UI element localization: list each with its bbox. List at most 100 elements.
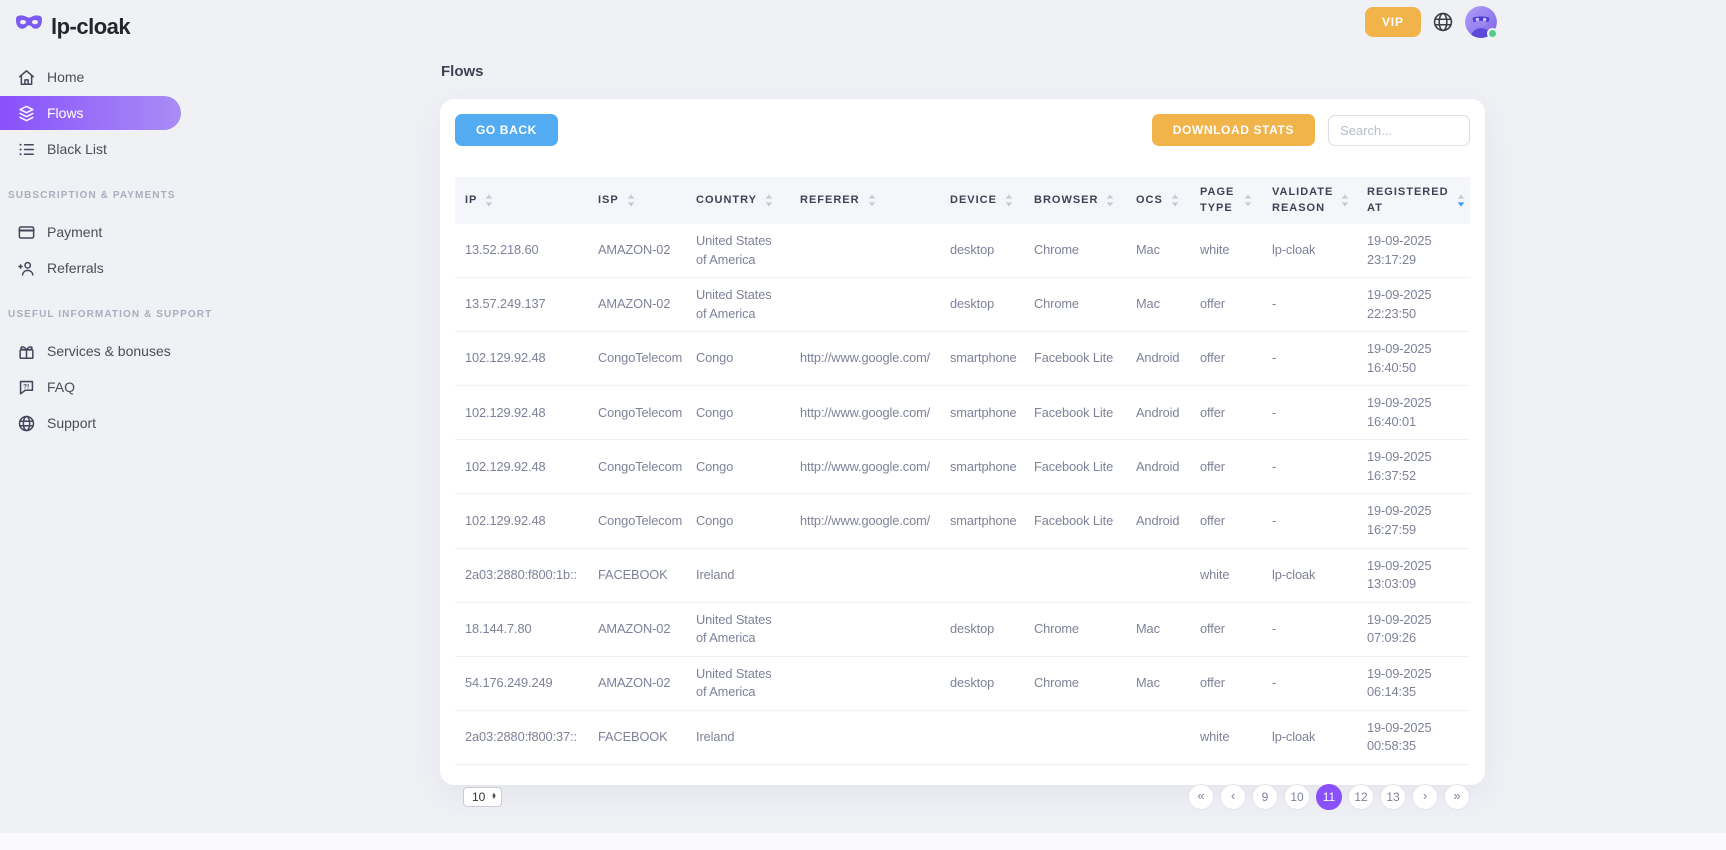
- select-stepper-icon: ▲ ▼: [491, 791, 497, 801]
- sort-icon[interactable]: [1244, 194, 1252, 207]
- cell-isp: FACEBOOK: [588, 548, 686, 603]
- page-button-9[interactable]: 9: [1252, 783, 1278, 810]
- sidebar-item-label: Support: [47, 415, 97, 431]
- cell-ip: 2a03:2880:f800:1b::: [455, 548, 588, 603]
- sidebar-item-support[interactable]: Support: [0, 406, 200, 440]
- sort-icon[interactable]: [1341, 194, 1349, 207]
- cell-ip: 102.129.92.48: [455, 493, 588, 549]
- column-header-label: BROWSER: [1034, 193, 1099, 206]
- page-size-value: 10: [472, 789, 486, 804]
- cell-validate-reason: -: [1262, 331, 1357, 387]
- cell-ip: 18.144.7.80: [455, 602, 588, 657]
- cell-ip: 102.129.92.48: [455, 439, 588, 495]
- search-input[interactable]: [1328, 114, 1470, 146]
- cell-country: Congo: [686, 385, 790, 441]
- cell-registered-at: 19-09-2025 16:40:50: [1357, 331, 1470, 387]
- cell-country: United States of America: [686, 277, 790, 333]
- cell-device: [940, 548, 1024, 603]
- sort-icon[interactable]: [485, 194, 493, 207]
- column-header-browser[interactable]: BROWSER: [1024, 177, 1126, 224]
- sidebar-item-referrals[interactable]: Referrals: [0, 251, 200, 285]
- brand-name: lp-cloak: [51, 14, 131, 39]
- prev-page-button[interactable]: ‹: [1220, 783, 1246, 810]
- brand-logo[interactable]: lp-cloak: [0, 0, 200, 40]
- sort-icon[interactable]: [1457, 194, 1465, 207]
- cell-isp: AMAZON-02: [588, 602, 686, 657]
- sidebar-item-home[interactable]: Home: [0, 60, 200, 94]
- table-footer: 10 ▲ ▼ «‹ 9 10 11 12 13 ›»: [455, 783, 1470, 810]
- table-row: 13.52.218.60 AMAZON-02 United States of Am…: [455, 224, 1470, 279]
- cell-country: Congo: [686, 331, 790, 387]
- cell-browser: Chrome: [1024, 224, 1126, 279]
- globe-icon[interactable]: [1432, 11, 1454, 33]
- column-header-ocs[interactable]: OCS: [1126, 177, 1190, 224]
- sort-icon[interactable]: [868, 194, 876, 207]
- cell-ocs: Mac: [1126, 602, 1190, 657]
- flows-table: IP ISP COUNTRY REFERER DEVICE BROWSER OCS PAGE …: [455, 177, 1470, 765]
- first-page-button[interactable]: «: [1188, 783, 1214, 810]
- cell-page-type: offer: [1190, 439, 1262, 495]
- last-page-button[interactable]: »: [1444, 783, 1470, 810]
- column-header-isp[interactable]: ISP: [588, 177, 686, 224]
- column-header-validate-reason[interactable]: VALIDATE REASON: [1262, 177, 1357, 224]
- sort-icon[interactable]: [1106, 194, 1114, 207]
- cell-device: smartphone: [940, 439, 1024, 495]
- cell-device: desktop: [940, 224, 1024, 279]
- cell-ocs: [1126, 548, 1190, 603]
- sidebar-section-label: USEFUL INFORMATION & SUPPORT: [0, 309, 211, 320]
- download-stats-button[interactable]: DOWNLOAD STATS: [1151, 114, 1315, 146]
- cell-referer: http://www.google.com/: [790, 439, 940, 495]
- sort-icon[interactable]: [765, 194, 773, 207]
- cell-device: desktop: [940, 656, 1024, 711]
- column-header-ip[interactable]: IP: [455, 177, 588, 224]
- cell-ocs: Mac: [1126, 224, 1190, 279]
- cell-referer: http://www.google.com/: [790, 493, 940, 549]
- bottom-strip: [0, 833, 1726, 850]
- cell-referer: [790, 710, 940, 765]
- cell-page-type: offer: [1190, 656, 1262, 711]
- sidebar-item-faq[interactable]: ?! FAQ: [0, 370, 200, 404]
- page-button-11[interactable]: 11: [1316, 783, 1342, 810]
- sort-icon[interactable]: [627, 194, 635, 207]
- cell-referer: [790, 656, 940, 711]
- column-header-registered-at[interactable]: REGISTERED AT: [1357, 177, 1470, 224]
- sidebar-item-payment[interactable]: Payment: [0, 215, 200, 249]
- cell-validate-reason: lp-cloak: [1262, 224, 1357, 279]
- sort-icon[interactable]: [1005, 194, 1013, 207]
- blacklist-icon: [17, 140, 36, 159]
- vip-button[interactable]: VIP: [1365, 7, 1421, 37]
- table-head: IP ISP COUNTRY REFERER DEVICE BROWSER OCS PAGE …: [455, 177, 1470, 224]
- table-body: 13.52.218.60 AMAZON-02 United States of Am…: [455, 224, 1470, 765]
- sidebar-item-services-bonuses[interactable]: Services & bonuses: [0, 334, 200, 368]
- column-header-country[interactable]: COUNTRY: [686, 177, 790, 224]
- sidebar-item-label: Flows: [47, 105, 84, 121]
- cell-browser: Facebook Lite: [1024, 385, 1126, 441]
- next-page-button[interactable]: ›: [1412, 783, 1438, 810]
- column-header-page-type[interactable]: PAGE TYPE: [1190, 177, 1262, 224]
- page-button-12[interactable]: 12: [1348, 783, 1374, 810]
- sidebar-section-label: SUBSCRIPTION & PAYMENTS: [0, 190, 200, 201]
- go-back-button[interactable]: GO BACK: [455, 114, 558, 146]
- pagination: «‹ 9 10 11 12 13 ›»: [1188, 783, 1470, 810]
- cell-country: Congo: [686, 493, 790, 549]
- cell-ocs: Android: [1126, 439, 1190, 495]
- column-header-device[interactable]: DEVICE: [940, 177, 1024, 224]
- cell-validate-reason: -: [1262, 385, 1357, 441]
- sort-icon[interactable]: [1171, 194, 1179, 207]
- cell-device: [940, 710, 1024, 765]
- column-header-referer[interactable]: REFERER: [790, 177, 940, 224]
- sidebar-item-flows[interactable]: Flows: [0, 96, 181, 130]
- cell-registered-at: 19-09-2025 00:58:35: [1357, 710, 1470, 765]
- cell-page-type: white: [1190, 224, 1262, 279]
- sidebar-item-black-list[interactable]: Black List: [0, 132, 200, 166]
- column-header-label: REGISTERED AT: [1367, 186, 1449, 214]
- page-button-13[interactable]: 13: [1380, 783, 1406, 810]
- page-button-10[interactable]: 10: [1284, 783, 1310, 810]
- home-icon: [17, 68, 36, 87]
- toolbar-right-group: DOWNLOAD STATS: [1151, 114, 1470, 146]
- cell-registered-at: 19-09-2025 13:03:09: [1357, 548, 1470, 603]
- page-size-select[interactable]: 10 ▲ ▼: [463, 786, 502, 807]
- table-row: 2a03:2880:f800:1b:: FACEBOOK Ireland white l…: [455, 548, 1470, 603]
- user-avatar[interactable]: [1464, 6, 1498, 39]
- cell-country: Ireland: [686, 548, 790, 603]
